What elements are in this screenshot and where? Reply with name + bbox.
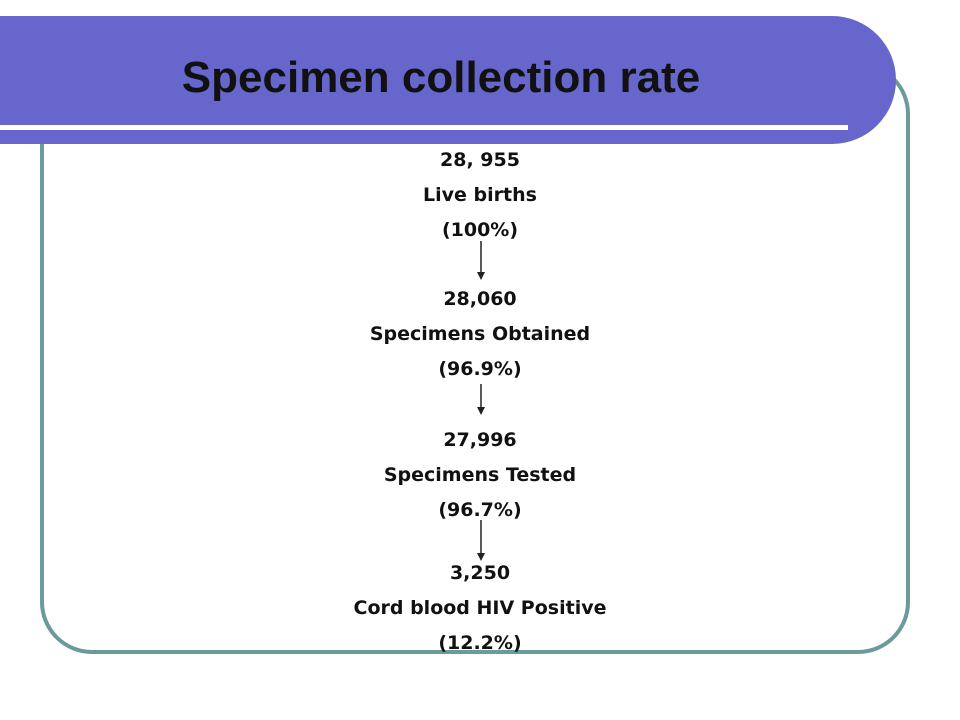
slide-title: Specimen collection rate bbox=[181, 53, 701, 102]
node-percent: (12.2%) bbox=[438, 632, 522, 654]
node-value: 28, 955 bbox=[440, 149, 520, 171]
title-bar bbox=[0, 16, 896, 144]
title-underline bbox=[0, 125, 848, 130]
node-percent: (96.9%) bbox=[438, 358, 522, 380]
flow-arrow-1 bbox=[477, 241, 485, 280]
node-label: Live births bbox=[423, 184, 537, 206]
node-label: Specimens Obtained bbox=[369, 323, 591, 345]
node-percent: (96.7%) bbox=[438, 499, 522, 521]
node-label: Cord blood HIV Positive bbox=[353, 597, 607, 619]
node-value: 28,060 bbox=[443, 288, 517, 310]
flow-node-hiv-positive: 3,250 Cord blood HIV Positive (12.2%) bbox=[280, 556, 680, 661]
flow-arrow-3 bbox=[477, 520, 485, 561]
node-label: Specimens Tested bbox=[383, 464, 577, 486]
node-percent: (100%) bbox=[441, 219, 519, 241]
flow-arrow-2 bbox=[477, 384, 485, 415]
flow-node-live-births: 28, 955 Live births (100%) bbox=[280, 143, 680, 248]
flow-node-specimens-tested: 27,996 Specimens Tested (96.7%) bbox=[280, 423, 680, 528]
node-value: 27,996 bbox=[443, 429, 517, 451]
slide-frame bbox=[40, 62, 910, 654]
node-value: 3,250 bbox=[449, 562, 511, 584]
flow-node-specimens-obtained: 28,060 Specimens Obtained (96.9%) bbox=[280, 282, 680, 387]
